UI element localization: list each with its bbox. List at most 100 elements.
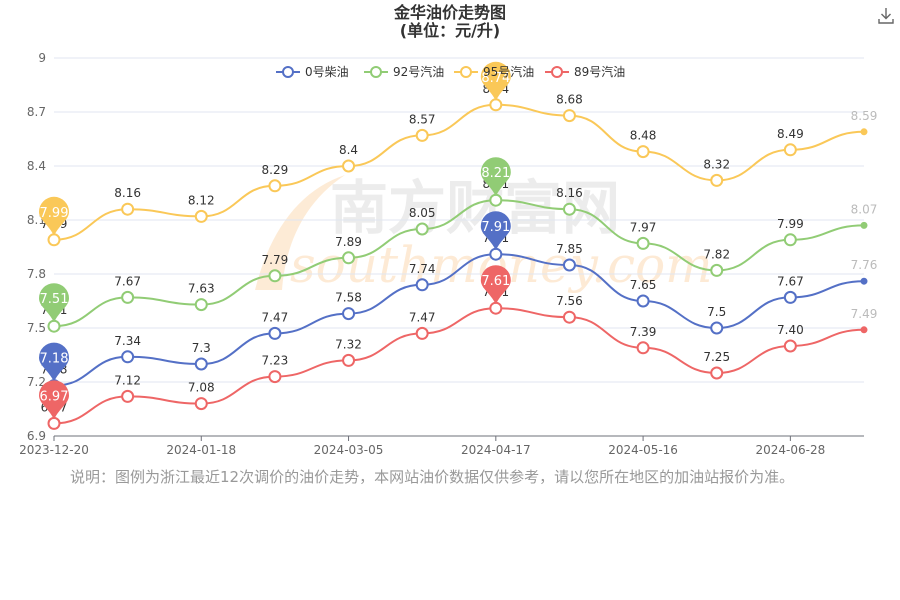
- data-point: [489, 98, 503, 112]
- chart-note: 说明：图例为浙江最近12次调价的油价走势，本网站油价数据仅供参考，请以您所在地区…: [70, 468, 795, 486]
- legend[interactable]: 0号柴油 92号汽油 95号汽油 89号汽油: [276, 64, 625, 79]
- data-label: 7.58: [335, 291, 362, 305]
- data-point: [860, 128, 868, 136]
- data-point: [562, 202, 576, 216]
- data-label: 7.32: [335, 337, 362, 351]
- marker-pin-label: 8.74: [481, 71, 510, 86]
- legend-item-3[interactable]: 89号汽油: [545, 64, 625, 79]
- legend-marker: [282, 66, 294, 78]
- data-label: 7.65: [630, 278, 657, 292]
- data-point: [268, 179, 282, 193]
- marker-pin-label: 7.91: [481, 220, 510, 235]
- marker-pin: 7.61: [480, 265, 511, 305]
- marker-pin-shape: [39, 283, 69, 323]
- data-point: [860, 277, 868, 285]
- data-point: [268, 370, 282, 384]
- x-tick-label: 2024-01-18: [166, 443, 236, 457]
- y-tick-label: 7.2: [27, 375, 46, 389]
- series-layer: 7.18 7.34 7.3 7.47 7.58 7.74 7.91 7.85 7.65 7.5 7.…: [39, 61, 878, 430]
- data-label: 8.12: [188, 193, 215, 207]
- data-label: 7.08: [188, 381, 215, 395]
- y-tick-label: 8.4: [27, 159, 46, 173]
- watermark-cn: 南方财富网: [330, 174, 620, 242]
- data-label: 8.59: [851, 109, 878, 123]
- data-label: 7.12: [114, 373, 141, 387]
- series-0: 7.187.347.37.477.587.747.917.857.657.57.…: [41, 231, 877, 393]
- data-point: [194, 397, 208, 411]
- data-label: 8.16: [556, 186, 583, 200]
- marker-pin-label: 7.51: [40, 292, 69, 307]
- data-point: [710, 321, 724, 335]
- marker-pin: 8.21: [480, 157, 511, 197]
- data-point: [415, 326, 429, 340]
- marker-pin-shape: [480, 157, 511, 197]
- data-label: 8.29: [262, 163, 289, 177]
- chart-title-block: 金华油价走势图 (单位：元/升): [0, 4, 900, 40]
- legend-label: 89号汽油: [574, 64, 625, 79]
- data-point: [194, 209, 208, 223]
- data-label: 8.49: [777, 127, 804, 141]
- data-label: 7.89: [335, 235, 362, 249]
- chart-title: 金华油价走势图: [393, 3, 506, 22]
- data-label: 7.82: [703, 247, 730, 261]
- data-point: [415, 128, 429, 142]
- data-point: [415, 278, 429, 292]
- y-tick-label: 7.5: [27, 321, 46, 335]
- marker-pin-shape: [39, 196, 69, 236]
- data-point: [562, 310, 576, 324]
- data-point: [710, 173, 724, 187]
- marker-pin-shape: [480, 61, 511, 101]
- data-point: [268, 326, 282, 340]
- x-axis: 2023-12-20 2024-01-18 2024-03-05 2024-04-17…: [19, 435, 864, 457]
- data-point: [47, 416, 61, 430]
- legend-item-0[interactable]: 0号柴油: [276, 65, 349, 79]
- marker-pin-shape: [480, 211, 511, 251]
- y-tick-label: 7.8: [27, 267, 46, 281]
- data-point: [783, 339, 797, 353]
- data-point: [121, 290, 135, 304]
- data-point: [415, 222, 429, 236]
- data-label: 8.48: [630, 129, 657, 143]
- data-point: [268, 269, 282, 283]
- legend-item-2[interactable]: 95号汽油: [454, 64, 534, 79]
- data-point: [194, 298, 208, 312]
- download-icon[interactable]: [876, 6, 896, 26]
- data-label: 7.40: [777, 323, 804, 337]
- legend-marker: [551, 66, 563, 78]
- data-point: [47, 233, 61, 247]
- data-point: [342, 353, 356, 367]
- x-tick-label: 2023-12-20: [19, 443, 89, 457]
- marker-pin-shape: [39, 342, 69, 382]
- marker-pin-label: 7.99: [40, 206, 69, 221]
- data-label: 7.25: [703, 350, 730, 364]
- legend-marker: [460, 66, 472, 78]
- data-label: 8.57: [409, 112, 436, 126]
- data-point: [710, 263, 724, 277]
- data-point: [860, 326, 868, 334]
- data-point: [489, 247, 503, 261]
- data-label: 7.67: [114, 274, 141, 288]
- data-point: [636, 341, 650, 355]
- series-1: 7.517.677.637.797.898.058.218.167.977.82…: [41, 177, 877, 333]
- data-label: 7.49: [851, 307, 878, 321]
- legend-label: 0号柴油: [305, 65, 349, 79]
- marker-pin: 8.74: [480, 61, 511, 101]
- legend-marker: [370, 66, 382, 78]
- data-label: 7.23: [262, 354, 289, 368]
- y-tick-label: 6.9: [27, 429, 46, 443]
- pin-layer: 7.18 7.91 7.51 8.21 7.99 8.74 6.97 7.61: [39, 61, 511, 420]
- legend-item-1[interactable]: 92号汽油: [364, 64, 444, 79]
- marker-pin: 7.99: [39, 196, 69, 236]
- data-point: [342, 159, 356, 173]
- legend-label: 95号汽油: [483, 64, 534, 79]
- data-point: [562, 258, 576, 272]
- data-point: [783, 233, 797, 247]
- data-label: 7.74: [409, 262, 436, 276]
- data-label: 7.47: [262, 310, 289, 324]
- data-point: [783, 290, 797, 304]
- marker-pin-shape: [480, 265, 511, 305]
- marker-pin-shape: [39, 380, 69, 420]
- x-tick-label: 2024-04-17: [461, 443, 531, 457]
- data-point: [783, 143, 797, 157]
